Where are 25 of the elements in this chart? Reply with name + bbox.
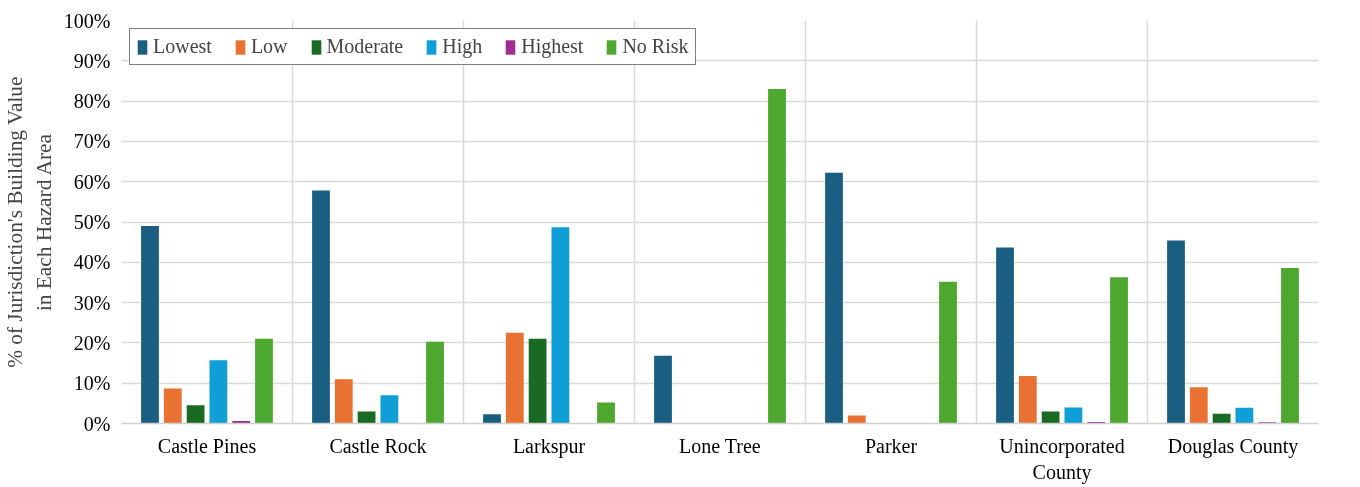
- y-tick-label: 20%: [73, 331, 111, 354]
- x-tick-label: Castle Rock: [329, 434, 427, 457]
- legend-label: High: [442, 35, 483, 58]
- y-tick-label: 0%: [83, 412, 111, 435]
- legend-label: Highest: [521, 35, 584, 58]
- y-tick-label: 70%: [73, 130, 111, 153]
- x-tick-label: Castle Pines: [157, 434, 257, 457]
- y-tick-label: 80%: [73, 90, 111, 113]
- legend-label: Low: [250, 35, 288, 58]
- y-tick-label: 100%: [63, 9, 111, 32]
- x-tick-label: Unincorporated County: [999, 434, 1125, 484]
- x-tick-label: Douglas County: [1167, 434, 1299, 458]
- y-tick-label: 10%: [73, 372, 111, 395]
- x-tick-label: Lone Tree: [678, 434, 761, 457]
- y-tick-label: 90%: [73, 49, 111, 72]
- legend-label: No Risk: [622, 35, 689, 58]
- legend-label: Lowest: [153, 35, 212, 58]
- y-axis-title: % of Jurisdiction's Building Value in Each Hazard Area: [3, 76, 56, 368]
- y-tick-label: 60%: [73, 170, 111, 193]
- y-tick-label: 40%: [73, 251, 111, 274]
- y-tick-label: 30%: [73, 291, 111, 314]
- y-tick-label: 50%: [73, 211, 111, 233]
- x-tick-label: Parker: [864, 434, 918, 457]
- x-tick-label: Larkspur: [512, 434, 586, 458]
- legend-label: Moderate: [326, 35, 404, 58]
